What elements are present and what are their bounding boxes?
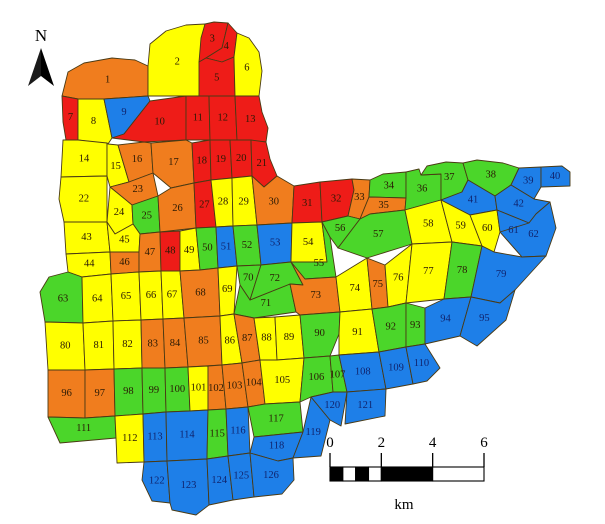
map-zone[interactable] xyxy=(179,267,221,319)
map-zone[interactable] xyxy=(198,56,236,97)
map-zone[interactable] xyxy=(292,396,331,459)
map-zone[interactable] xyxy=(191,139,212,184)
map-zone[interactable] xyxy=(113,367,144,417)
map-zone[interactable] xyxy=(227,452,255,501)
map-zone[interactable] xyxy=(405,302,426,348)
map-zone[interactable] xyxy=(229,139,253,179)
map-zone[interactable] xyxy=(82,320,115,371)
scale-bar-tick-label: 0 xyxy=(326,435,334,451)
map-zone[interactable] xyxy=(141,367,167,415)
scale-bar-segments xyxy=(329,466,485,482)
map-zone[interactable] xyxy=(165,409,209,462)
map-zone[interactable] xyxy=(274,314,305,361)
map-zone[interactable] xyxy=(77,98,113,145)
map-zone[interactable] xyxy=(291,181,323,224)
map-zone[interactable] xyxy=(510,166,542,200)
scale-bar-ticks xyxy=(329,453,485,467)
scale-bar-tick-label: 4 xyxy=(429,435,437,451)
map-zone[interactable] xyxy=(187,365,209,412)
map-zone[interactable] xyxy=(233,32,263,97)
map-zone[interactable] xyxy=(81,273,114,324)
map-zone[interactable] xyxy=(338,351,387,393)
map-zone[interactable] xyxy=(164,366,191,413)
map-zone[interactable] xyxy=(499,201,557,258)
map-zone[interactable] xyxy=(206,408,229,460)
map-zone[interactable] xyxy=(469,209,501,253)
scale-bar-tick-label: 2 xyxy=(378,435,386,451)
map-zone[interactable] xyxy=(109,251,140,275)
scale-bar-tick-label: 6 xyxy=(480,435,488,451)
map-zone[interactable] xyxy=(195,226,219,271)
map-zone[interactable] xyxy=(251,175,295,226)
map-zone[interactable] xyxy=(141,460,171,504)
map-zone[interactable] xyxy=(249,452,295,498)
map-zone[interactable] xyxy=(58,175,108,223)
map-zone[interactable] xyxy=(183,315,223,368)
map-zone[interactable] xyxy=(256,222,293,266)
scale-bar-segment xyxy=(329,466,344,482)
map-zone[interactable] xyxy=(232,224,262,267)
map-zone[interactable] xyxy=(138,231,162,273)
map-zone[interactable] xyxy=(540,165,571,188)
map-zone[interactable] xyxy=(209,139,233,181)
scale-bar-segment xyxy=(432,466,485,482)
north-arrow-right-wing xyxy=(41,48,54,86)
map-zone[interactable] xyxy=(159,230,181,272)
map-zone[interactable] xyxy=(405,343,441,385)
zones-layer xyxy=(39,21,571,516)
map-zone[interactable] xyxy=(459,289,516,347)
map-zone[interactable] xyxy=(47,415,117,444)
map-zone[interactable] xyxy=(140,318,166,369)
map-zone[interactable] xyxy=(47,369,86,419)
map-zone[interactable] xyxy=(310,391,348,427)
scale-bar-segment xyxy=(380,466,434,482)
north-arrow-icon: N xyxy=(28,26,54,86)
scale-bar-segment xyxy=(355,466,370,482)
map-zone[interactable] xyxy=(112,319,143,370)
scale-bar-tick-labels: 0 2 4 6 xyxy=(326,435,488,451)
map-zone[interactable] xyxy=(84,368,116,419)
map-zone[interactable] xyxy=(259,357,305,405)
map-zone[interactable] xyxy=(60,139,108,178)
scale-bar-unit-label: km xyxy=(394,497,414,513)
map-zone[interactable] xyxy=(138,270,164,321)
scale-bar-segment xyxy=(367,466,382,482)
map-zone[interactable] xyxy=(247,401,304,438)
map-zone[interactable] xyxy=(63,221,111,255)
scale-bar-segment xyxy=(342,466,357,482)
north-arrow-left-wing xyxy=(28,48,41,86)
north-arrow-label: N xyxy=(35,26,47,45)
map-zone[interactable] xyxy=(299,311,341,359)
map-zone[interactable] xyxy=(217,265,238,317)
map-zone[interactable] xyxy=(110,271,142,322)
map-zone[interactable] xyxy=(166,458,210,516)
map-zone[interactable] xyxy=(44,321,86,371)
map-zone[interactable] xyxy=(114,413,145,464)
map-zone[interactable] xyxy=(185,95,211,141)
map-zone[interactable] xyxy=(142,411,168,463)
map-zone[interactable] xyxy=(290,221,328,263)
map-zone[interactable] xyxy=(208,95,238,141)
map-zone[interactable] xyxy=(225,406,251,457)
map-zone[interactable] xyxy=(344,388,387,425)
scale-bar: 0 2 4 6 km xyxy=(326,435,488,513)
